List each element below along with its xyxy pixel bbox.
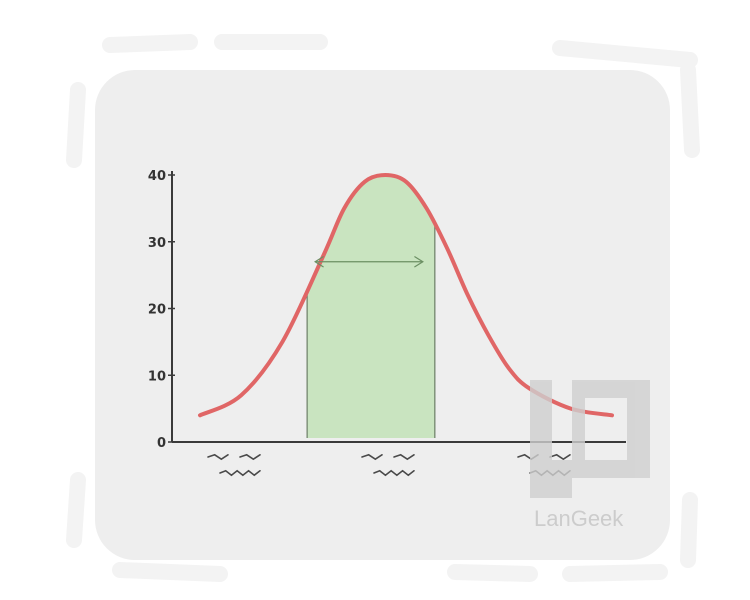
chart: 0 10 20 30 40: [148, 169, 626, 477]
y-ticks: 0 10 20 30 40: [148, 169, 175, 451]
x-category-scribble: [207, 453, 261, 477]
scribble-stroke: [239, 453, 261, 461]
frame-stroke-right: [680, 62, 700, 568]
highlight-edges: [306, 224, 436, 438]
scribble-stroke: [207, 453, 229, 461]
x-category-scribble: [361, 453, 415, 477]
langeek-logo-icon: LanGeek: [530, 380, 650, 531]
double-headed-arrow-icon: [313, 256, 424, 268]
frame-stroke-top: [102, 34, 698, 68]
distribution-curve: [198, 173, 614, 418]
brand-name: LanGeek: [534, 506, 624, 531]
scribble-stroke: [373, 469, 415, 477]
scribble-stroke: [393, 453, 415, 461]
scribble-stroke: [361, 453, 383, 461]
frame-stroke-bottom: [112, 562, 668, 582]
scribble-stroke: [219, 469, 261, 477]
width-arrow: [313, 256, 424, 268]
y-tick-label: 30: [148, 236, 166, 251]
y-tick-label: 10: [148, 369, 166, 384]
scribble-stroke: [549, 453, 571, 461]
y-tick-label: 0: [157, 436, 166, 451]
y-tick-label: 40: [148, 169, 166, 184]
logo-mark: [530, 380, 650, 498]
frame-stroke-left: [66, 82, 86, 548]
y-tick-label: 20: [148, 303, 166, 318]
highlight-region: [307, 175, 435, 439]
